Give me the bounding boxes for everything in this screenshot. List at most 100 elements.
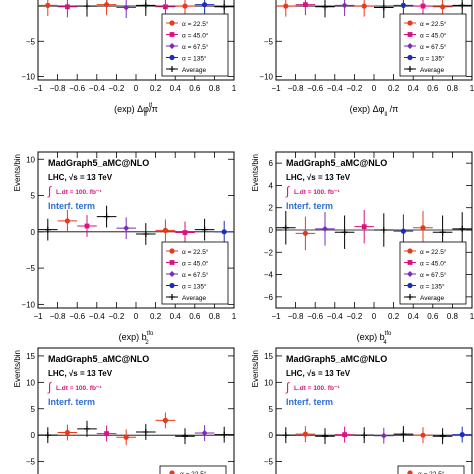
x-tick-label: 0.2 [150, 312, 162, 321]
data-point [322, 433, 328, 440]
lumi-label: L.dt = 100. fb⁻¹ [294, 385, 340, 392]
y-tick-label: −5 [26, 37, 36, 46]
x-tick-label: 0 [372, 312, 377, 321]
integral-sign: ∫ [285, 184, 290, 198]
legend-marker [407, 282, 413, 289]
x-tick-label: −0.2 [109, 312, 125, 321]
data-point [45, 2, 51, 8]
data-point [84, 425, 90, 432]
x-tick-label: −0.8 [50, 312, 66, 321]
legend-marker [407, 66, 413, 72]
legend-marker [169, 43, 175, 49]
x-tick-label: 0.6 [189, 312, 201, 321]
x-axis-label: (exp) Δφlf ll /π [114, 103, 158, 118]
data-point [342, 432, 347, 438]
y-tick-label: 15 [26, 352, 35, 361]
integral-sign: ∫ [47, 184, 52, 198]
plot-frame [37, 347, 235, 474]
legend-label: α = 67.5° [420, 271, 447, 279]
panel-top-right: −10 −5 −1 −0.8 −0.6 −0.4 −0.2 0 0.2 0.4 0.6 0.8 1 (ex… [259, 0, 474, 118]
panel-bottom-left: −5 0 5 10 15 Events/bin MadGraph5_aMC@NLO LHC, … [13, 347, 235, 474]
data-point [341, 2, 348, 9]
x-tick-label: −1 [33, 312, 43, 321]
legend-label: α = 135° [420, 283, 445, 291]
data-point [202, 2, 208, 8]
x-tick-label: 0.6 [427, 312, 439, 321]
x-tick-label: −0.6 [69, 84, 85, 93]
legend-label: α = 67.5° [420, 43, 447, 51]
x-tick-label: 1 [232, 84, 237, 93]
data-point [162, 227, 168, 233]
plot-frame [275, 347, 473, 474]
legend-label: α = 45.0° [182, 260, 209, 268]
lhc-label: LHC, √s = 13 TeV [48, 173, 113, 182]
y-tick-label: −5 [264, 37, 274, 46]
x-tick-label: 0.2 [388, 312, 400, 321]
y-tick-label: −5 [26, 458, 36, 467]
y-tick-label: 5 [31, 405, 36, 414]
panel-bottom-right: −5 0 5 10 15 Events/bin MadGraph5_aMC@NLO LHC, … [251, 347, 473, 474]
y-axis-label: Events/bin [251, 154, 260, 191]
y-tick-label: −4 [264, 271, 274, 280]
lumi-label: L.dt = 100. fb⁻¹ [56, 385, 102, 392]
data-point [282, 224, 289, 231]
y-tick-label: 0 [31, 228, 36, 237]
y-tick-label: −5 [264, 458, 274, 467]
y-axis-label: Events/bin [13, 154, 22, 191]
data-point [142, 2, 149, 9]
legend-label: Average [420, 295, 444, 302]
data-point [322, 225, 328, 232]
data-point [103, 213, 110, 220]
data-point [282, 432, 289, 439]
legend-label: α = 45.0° [420, 32, 447, 40]
x-tick-label: 0.6 [189, 84, 201, 93]
x-tick-label: 0.4 [170, 84, 182, 93]
legend-box [159, 465, 227, 474]
data-point [221, 431, 228, 438]
x-tick-label: 1 [470, 312, 474, 321]
term-label: Interf. term [286, 201, 333, 211]
data-point [123, 225, 130, 232]
y-tick-label: 0 [31, 431, 36, 440]
legend-marker [407, 32, 413, 37]
term-label: Interf. term [286, 397, 333, 407]
y-tick-label: 15 [264, 352, 273, 361]
legend-marker [169, 20, 175, 26]
legend-label: α = 22.5° [420, 20, 447, 28]
x-axis-label: (exp) btfo 4 [357, 331, 392, 346]
x-tick-label: 0.4 [170, 312, 182, 321]
data-point [123, 4, 130, 11]
x-tick-label: −1 [33, 84, 43, 93]
term-label: Interf. term [48, 201, 95, 211]
x-tick-label: 0.2 [388, 84, 400, 93]
y-tick-label: −5 [26, 264, 36, 273]
data-point [380, 432, 387, 439]
legend-label: α = 45.0° [420, 260, 447, 268]
data-point [201, 226, 208, 233]
x-tick-label: −0.4 [327, 84, 343, 93]
data-point [459, 225, 466, 232]
integral-sign: ∫ [47, 380, 52, 394]
legend-marker [407, 260, 413, 265]
generator-label: MadGraph5_aMC@NLO [48, 354, 149, 364]
legend-marker [407, 54, 413, 61]
legend-label: Average [420, 67, 444, 74]
x-tick-label: 0.4 [408, 84, 420, 93]
data-point [142, 230, 149, 237]
data-point [44, 432, 51, 439]
legend-label: α = 22.5° [182, 20, 209, 28]
lhc-label: LHC, √s = 13 TeV [48, 369, 113, 378]
panel-middle-left: −10 −5 0 5 10 −1 −0.8 −0.6 −0.4 −0.2 0 0.2 0.4 0.6 0.8… [13, 151, 237, 346]
x-tick-label: −0.8 [50, 84, 66, 93]
y-tick-label: −10 [259, 72, 273, 81]
legend-marker [407, 271, 413, 277]
lumi-label: L.dt = 100. fb⁻¹ [56, 189, 102, 196]
data-point [201, 430, 208, 437]
data-point [361, 3, 367, 9]
x-tick-label: 0.2 [150, 84, 162, 93]
data-point [420, 3, 426, 9]
data-point [182, 230, 188, 235]
legend-marker [169, 271, 175, 277]
x-tick-label: −1 [271, 312, 281, 321]
